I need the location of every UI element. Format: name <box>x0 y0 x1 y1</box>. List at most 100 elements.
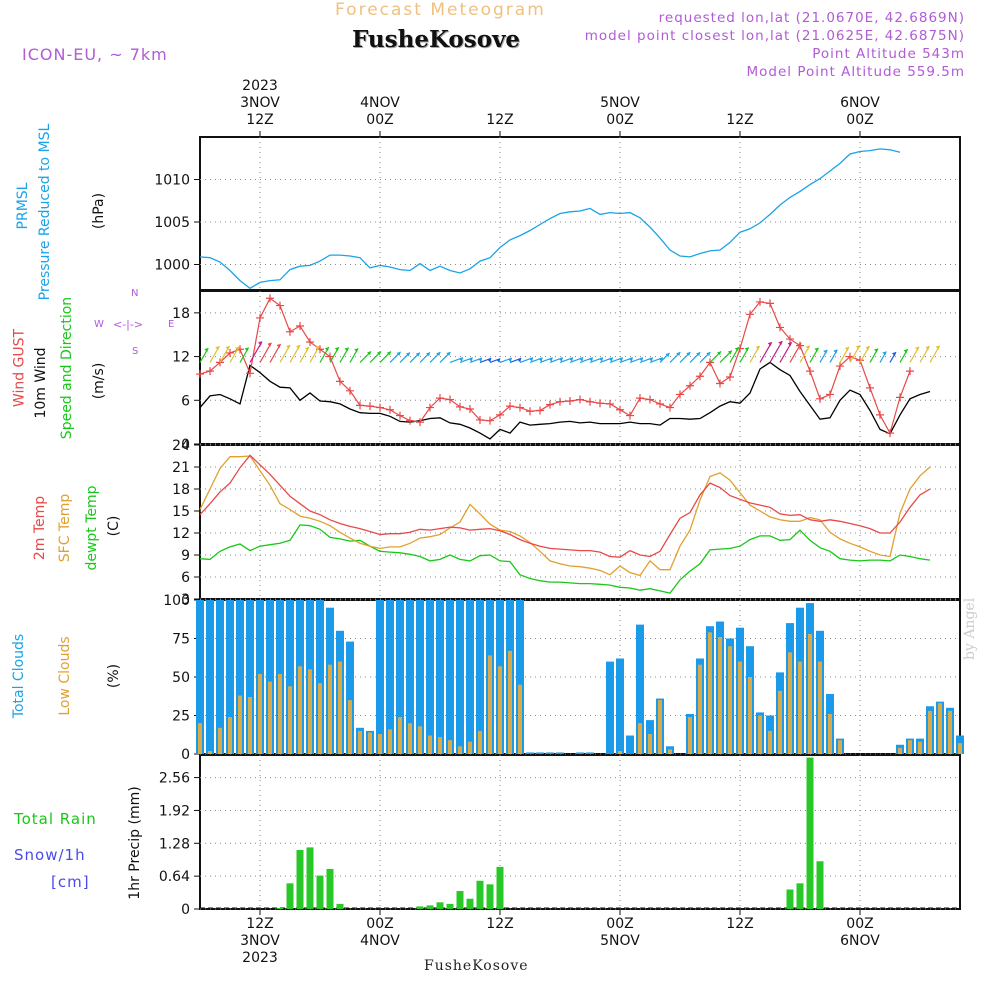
top-time-label-line: 12Z <box>726 112 754 128</box>
gust-marker <box>346 386 354 395</box>
rain-bar <box>296 849 304 909</box>
y-tick-label: 12 <box>172 526 190 542</box>
wind-arrow-head <box>415 352 420 357</box>
gust-marker <box>766 299 774 308</box>
wind-arrow-head <box>823 349 828 354</box>
sfc-temp-line <box>199 455 931 577</box>
low-cloud-bar <box>218 727 222 754</box>
wind-arrow-head <box>529 357 534 362</box>
low-cloud-bar <box>938 703 942 754</box>
y-tick-label: 12 <box>172 350 190 366</box>
wind-arrow-head <box>767 342 772 347</box>
wind-arrow-head <box>296 345 301 350</box>
gust-marker <box>256 313 264 322</box>
gust-marker <box>726 372 734 381</box>
low-cloud-bar <box>638 723 642 754</box>
wind-arrow-head <box>915 346 920 351</box>
y-tick-label: 1005 <box>154 215 190 231</box>
rain-bar <box>486 884 494 909</box>
rain-bar <box>816 861 824 909</box>
y-tick-label: 21 <box>172 460 190 476</box>
top-time-label: 2023 3NOV 12Z <box>220 78 300 129</box>
rain-bar <box>436 902 444 909</box>
compass-n: N <box>131 288 139 299</box>
bottom-time-label-line: 00Z <box>846 916 874 932</box>
wind-arrow-head <box>744 347 749 352</box>
total-cloud-bar <box>406 600 414 754</box>
total-cloud-bar <box>456 600 464 754</box>
top-time-label-line: 00Z <box>606 112 634 128</box>
total-cloud-bar <box>386 600 394 754</box>
wind-arrow-head <box>304 346 309 351</box>
bottom-time-label-line: 12Z <box>246 916 274 932</box>
gust-marker <box>696 372 704 381</box>
gust-marker <box>246 369 254 378</box>
total-cloud-bar <box>426 600 434 754</box>
wind-arrow-head <box>235 346 240 351</box>
total-cloud-bar <box>546 752 554 754</box>
wind-arrow-head <box>569 357 574 362</box>
wind-arrow-head <box>696 352 701 357</box>
top-time-label-line: 3NOV <box>240 95 280 111</box>
low-cloud-bar <box>748 677 752 754</box>
bottom-time-label-line: 3NOV <box>240 933 280 949</box>
y-tick-label: 9 <box>181 548 190 564</box>
total-cloud-bar <box>636 624 644 754</box>
low-cloud-bar <box>388 729 392 754</box>
low-cloud-bar <box>208 750 212 754</box>
bottom-time-label-line: 00Z <box>606 916 634 932</box>
low-cloud-bar <box>808 633 812 754</box>
top-time-label-line: 12Z <box>486 112 514 128</box>
gust-marker <box>496 410 504 419</box>
low-cloud-bar <box>498 666 502 754</box>
low-cloud-bar <box>898 747 902 754</box>
gust-marker <box>816 394 824 403</box>
rain-bar <box>446 903 454 909</box>
gust-marker <box>556 397 564 406</box>
wind-arrow-head <box>558 357 563 362</box>
low-cloud-bar <box>438 737 442 754</box>
wind-arrow <box>259 342 272 363</box>
low-cloud-bar <box>928 710 932 754</box>
gust-marker <box>846 352 854 361</box>
low-cloud-bar <box>398 717 402 754</box>
dewpoint-line <box>199 524 931 594</box>
total-cloud-bar <box>246 600 254 754</box>
gust-marker <box>636 394 644 403</box>
y-tick-label: 75 <box>172 632 190 648</box>
top-time-label-line: 4NOV <box>360 95 400 111</box>
gust-marker <box>296 321 304 330</box>
y-tick-label: 2.56 <box>159 771 190 787</box>
wind-arrow-head <box>276 344 281 349</box>
low-cloud-bar <box>268 681 272 754</box>
gust-marker <box>466 405 474 414</box>
gust-marker <box>426 403 434 412</box>
model-point-altitude: Model Point Altitude 559.5m <box>746 64 965 80</box>
compass-e: E <box>168 319 175 330</box>
total-cloud-bar <box>226 600 234 754</box>
gust-marker <box>506 402 514 411</box>
low-cloud-bar <box>228 717 232 754</box>
top-time-label-line: 2023 <box>242 78 278 94</box>
wind-arrow-head <box>618 357 623 362</box>
low-cloud-bar <box>488 655 492 754</box>
wind-arrow-head <box>538 357 543 362</box>
total-cloud-bar <box>316 600 324 754</box>
wind-arrow-head <box>628 357 633 362</box>
total-cloud-bar <box>476 600 484 754</box>
top-time-label-line: 00Z <box>366 112 394 128</box>
gust-marker <box>576 395 584 404</box>
y-tick-label: 0 <box>181 747 190 763</box>
wind-arrow-head <box>548 357 553 362</box>
wind-arrow-head <box>814 347 819 352</box>
total-cloud-bar <box>266 600 274 754</box>
wind-arrow-head <box>755 345 760 350</box>
gust-marker <box>356 401 364 410</box>
y-tick-label: 1010 <box>154 173 190 189</box>
gust-marker <box>826 390 834 399</box>
gust-marker <box>786 335 794 344</box>
rain-bar <box>806 757 814 909</box>
y-tick-label: 18 <box>172 482 190 498</box>
y-tick-label: 1.28 <box>159 836 190 852</box>
rain-bar <box>496 866 504 909</box>
